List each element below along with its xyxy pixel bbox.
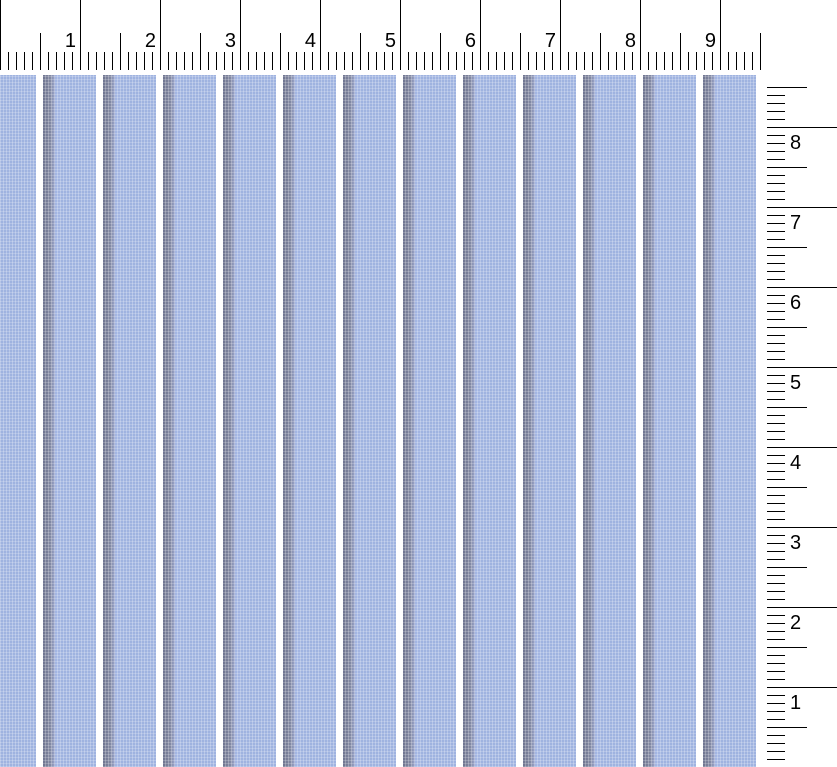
ruler-label: 9	[705, 30, 716, 52]
ruler-label: 2	[790, 612, 801, 634]
ruler-label: 4	[790, 452, 801, 474]
ruler-label: 1	[790, 692, 801, 714]
ruler-label: 5	[385, 30, 396, 52]
ruler-label: 7	[790, 212, 801, 234]
fabric-preview	[0, 75, 757, 767]
ruler-label: 2	[145, 30, 156, 52]
ruler-label: 5	[790, 372, 801, 394]
ruler-label: 3	[225, 30, 236, 52]
ruler-label: 7	[545, 30, 556, 52]
ruler-label: 8	[790, 132, 801, 154]
ruler-label: 3	[790, 532, 801, 554]
ruler-label: 1	[65, 30, 76, 52]
ruler-label: 6	[790, 292, 801, 314]
ruler-label: 6	[465, 30, 476, 52]
side-ruler: 1 2 3 4 5 6 7 8	[767, 87, 837, 760]
ruler-label: 8	[625, 30, 636, 52]
top-ruler: 1 2 3 4 5 6 7 8 9	[0, 0, 761, 70]
ruler-label: 4	[305, 30, 316, 52]
